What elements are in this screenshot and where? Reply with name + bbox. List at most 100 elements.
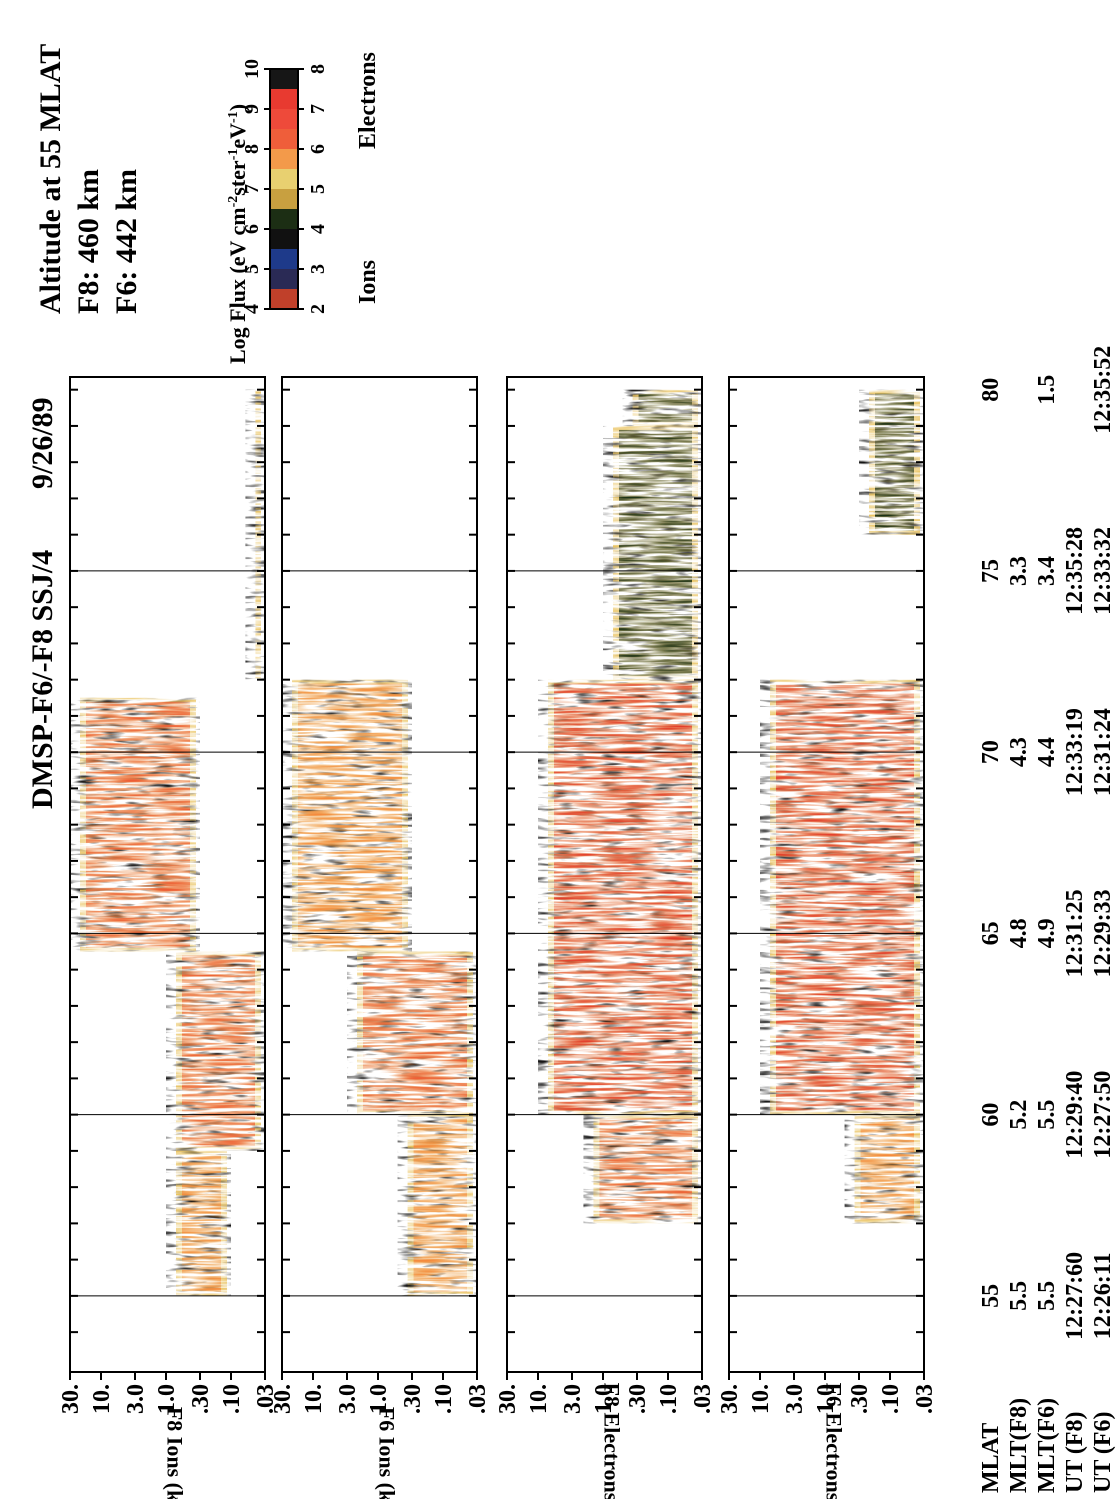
footer-value-ut-f8: 12:27:60 bbox=[1062, 1252, 1088, 1340]
spectrogram-panel: 30. 10. 3.0 1.0 .30.10 .03 F8 Electrons (keV) bbox=[495, 376, 716, 1499]
colorbar-ion-ticks: 2 3 4 5 6 7 8 bbox=[298, 64, 329, 314]
panel-ylabel: F6 Ions (keV) bbox=[375, 1407, 400, 1499]
panel-frame bbox=[506, 376, 703, 1373]
flux-band-core bbox=[182, 955, 255, 1147]
colorbar-electron-tick-label: 7 bbox=[241, 184, 263, 194]
energy-tick-label: 1.0 bbox=[366, 1384, 392, 1414]
flux-band-core bbox=[875, 393, 914, 531]
footer-value-ut-f8: 12:29:40 bbox=[1062, 1071, 1088, 1159]
footer-value-mlt-f6: 4.4 bbox=[1034, 737, 1060, 767]
altitude-heading: Altitude at 55 MLAT bbox=[34, 44, 67, 314]
colorbar-electron-tick-label: 6 bbox=[241, 224, 263, 234]
footer-value-mlt-f6: 5.5 bbox=[1034, 1100, 1060, 1130]
energy-tick-label: .30 bbox=[625, 1384, 651, 1414]
colorbar-ion-tick-label: 6 bbox=[307, 144, 329, 154]
spectrogram-panel: 30. 10. 3.0 1.0 .30.10 .03 F8 Ions (keV) bbox=[58, 376, 279, 1499]
flux-band-core bbox=[413, 1118, 468, 1292]
energy-tick-label: 1.0 bbox=[813, 1384, 839, 1414]
footer-value-mlt-f6: 3.4 bbox=[1034, 556, 1060, 586]
footer-value-mlat: 75 bbox=[978, 559, 1004, 583]
footer-value-ut-f6: 12:26:11 bbox=[1090, 1253, 1116, 1340]
altitude-f8: F8: 460 km bbox=[72, 169, 105, 314]
footer-value-ut-f6: 12:35:52 bbox=[1090, 346, 1116, 434]
colorbar-title: Log Flux (eV cm-2ster-1eV-1) bbox=[225, 104, 250, 364]
energy-tick-label: .10 bbox=[656, 1384, 682, 1414]
colorbar-swatch bbox=[270, 188, 298, 209]
colorbar-electron-tick-label: 10 bbox=[241, 59, 263, 79]
footer-value-mlat: 70 bbox=[978, 740, 1004, 764]
footer-value-ut-f6: 12:31:24 bbox=[1090, 708, 1116, 796]
footer-value-mlat: 55 bbox=[978, 1284, 1004, 1308]
footer-row-label: UT (F8) bbox=[1062, 1411, 1088, 1493]
panel-ylabel: F8 Ions (keV) bbox=[163, 1407, 188, 1499]
footer-value-mlt-f8: 4.8 bbox=[1006, 918, 1032, 948]
energy-tick-label: .03 bbox=[253, 1384, 279, 1414]
footer-value-mlt-f8: 3.3 bbox=[1006, 556, 1032, 586]
panel-frame bbox=[728, 376, 925, 1373]
energy-tick-label: 30. bbox=[270, 1384, 296, 1414]
energy-tick-label: .03 bbox=[465, 1384, 491, 1414]
colorbar-ion-tick-label: 5 bbox=[307, 184, 329, 194]
colorbar-electron-ticks: 4 5 6 7 8 9 10 bbox=[241, 59, 270, 314]
energy-tick-label: 10. bbox=[526, 1384, 552, 1414]
panel-ylabel: F8 Electrons (keV) bbox=[600, 1383, 625, 1499]
energy-tick-label: 1.0 bbox=[154, 1384, 180, 1414]
colorbar-ion-tick-label: 3 bbox=[307, 264, 329, 274]
flux-band-core bbox=[554, 683, 692, 1111]
energy-tick-label: .30 bbox=[400, 1384, 426, 1414]
footer-row-label: MLT(F6) bbox=[1034, 1398, 1060, 1493]
flux-band-core bbox=[638, 393, 693, 422]
colorbar-ion-tick-label: 7 bbox=[307, 104, 329, 114]
panel-frame bbox=[69, 376, 266, 1373]
colorbar-swatch bbox=[270, 88, 298, 109]
flux-band-core bbox=[860, 1118, 915, 1220]
colorbar-electron-tick-label: 9 bbox=[241, 104, 263, 114]
colorbar-swatch bbox=[270, 108, 298, 129]
flux-band-core bbox=[776, 683, 914, 1111]
energy-tick-label: .03 bbox=[690, 1384, 716, 1414]
colorbar-swatch bbox=[270, 288, 298, 309]
footer-row-label: MLAT bbox=[978, 1423, 1004, 1493]
flux-band-core bbox=[298, 683, 402, 948]
footer-value-ut-f6: 12:29:33 bbox=[1090, 889, 1116, 977]
energy-tick-label: .03 bbox=[912, 1384, 938, 1414]
colorbar-swatches bbox=[269, 68, 299, 310]
colorbar-electrons-label: Electrons bbox=[355, 52, 381, 149]
footer-value-ut-f8: 12:33:19 bbox=[1062, 708, 1088, 796]
colorbar-legend: Log Flux (eV cm-2ster-1eV-1) 4 5 6 7 8 9 10 2 3… bbox=[225, 52, 381, 364]
footer-value-mlt-f8: 5.2 bbox=[1006, 1100, 1032, 1130]
altitude-f6: F6: 442 km bbox=[110, 169, 143, 314]
spectrogram-panel: 30. 10. 3.0 1.0 .30.10 .03 F6 Electrons (keV) bbox=[717, 376, 938, 1499]
footer-value-mlt-f6: 1.5 bbox=[1034, 375, 1060, 405]
footer-value-mlt-f8: 4.3 bbox=[1006, 737, 1032, 767]
colorbar-swatch bbox=[270, 68, 298, 89]
footer-row-label: UT (F6) bbox=[1090, 1411, 1116, 1493]
footer-value-ut-f6: 12:33:32 bbox=[1090, 527, 1116, 615]
energy-tick-label: 30. bbox=[58, 1384, 84, 1414]
colorbar-swatch bbox=[270, 248, 298, 269]
colorbar-swatch bbox=[270, 228, 298, 249]
energy-tick-label: 30. bbox=[495, 1384, 521, 1414]
flux-band-core bbox=[619, 429, 692, 676]
colorbar-ion-tick-label: 8 bbox=[307, 64, 329, 74]
colorbar-ions-label: Ions bbox=[355, 260, 381, 304]
energy-tick-label: .10 bbox=[878, 1384, 904, 1414]
footer-value-mlat: 65 bbox=[978, 921, 1004, 945]
mlat-footer: MLAT MLT(F8) MLT(F6) UT (F8) UT (F6)55 5.5 5.5… bbox=[978, 346, 1116, 1493]
footer-value-ut-f6: 12:27:50 bbox=[1090, 1071, 1116, 1159]
energy-tick-label: 3.0 bbox=[335, 1384, 361, 1414]
flux-band-core bbox=[599, 1118, 692, 1220]
footer-value-mlt-f8: 5.5 bbox=[1006, 1281, 1032, 1311]
colorbar-electron-tick-label: 8 bbox=[241, 144, 263, 154]
footer-value-mlat: 60 bbox=[978, 1103, 1004, 1127]
energy-tick-label: 10. bbox=[301, 1384, 327, 1414]
energy-tick-label: 3.0 bbox=[560, 1384, 586, 1414]
flux-band-core bbox=[363, 955, 467, 1111]
energy-tick-label: .30 bbox=[847, 1384, 873, 1414]
energy-tick-label: 10. bbox=[89, 1384, 115, 1414]
flux-band-core bbox=[86, 701, 190, 948]
energy-tick-label: .10 bbox=[431, 1384, 457, 1414]
